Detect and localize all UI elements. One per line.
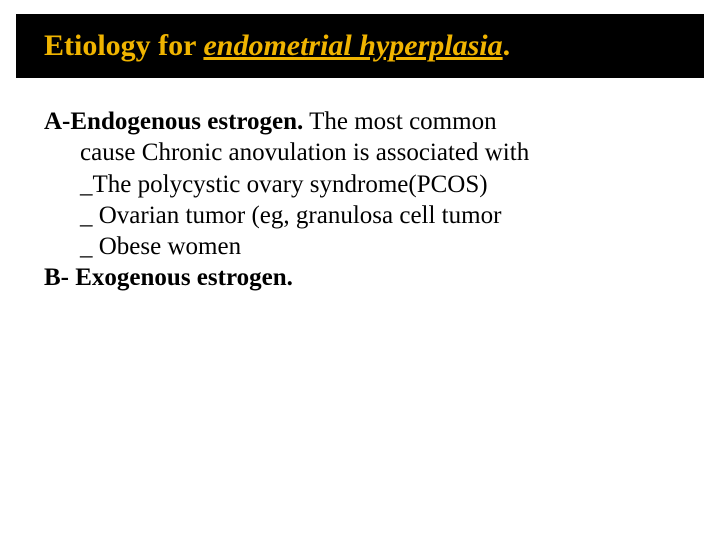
title-dot: .	[503, 29, 511, 62]
body-line-a1: A-Endogenous estrogen. The most common	[44, 106, 676, 137]
body-line-a2: cause Chronic anovulation is associated …	[44, 137, 676, 168]
section-a-tail: The most common	[303, 108, 496, 135]
slide: { "title": { "plain": "Etiology for ", "…	[0, 14, 720, 540]
title-italic: endometrial hyperplasia	[203, 29, 502, 62]
body-line-a-item1: _The polycystic ovary syndrome(PCOS)	[44, 169, 676, 200]
title-plain: Etiology for	[44, 29, 203, 62]
slide-body: A-Endogenous estrogen. The most common c…	[0, 78, 720, 294]
body-line-a-item3: _ Obese women	[44, 231, 676, 262]
section-a-label: A-Endogenous estrogen.	[44, 108, 303, 135]
section-b-label: B- Exogenous estrogen.	[44, 264, 293, 291]
slide-title: Etiology for endometrial hyperplasia.	[44, 28, 676, 64]
body-line-a-item2: _ Ovarian tumor (eg, granulosa cell tumo…	[44, 200, 676, 231]
title-bar: Etiology for endometrial hyperplasia.	[16, 14, 704, 78]
body-line-b: B- Exogenous estrogen.	[44, 262, 676, 293]
